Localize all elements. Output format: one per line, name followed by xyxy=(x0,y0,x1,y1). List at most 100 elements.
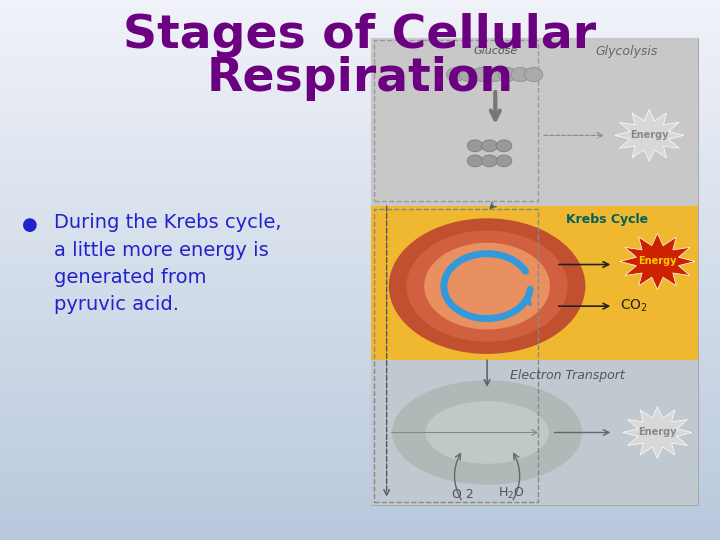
Bar xyxy=(0,481,720,483)
Text: Electron Transport: Electron Transport xyxy=(510,369,625,382)
Bar xyxy=(0,418,720,421)
Bar xyxy=(0,343,720,346)
Bar xyxy=(0,305,720,308)
Circle shape xyxy=(498,68,517,82)
Bar xyxy=(0,254,720,256)
Bar xyxy=(0,508,720,510)
Bar xyxy=(0,313,720,316)
Bar xyxy=(0,478,720,481)
Bar xyxy=(0,281,720,284)
Bar xyxy=(0,197,720,200)
Bar xyxy=(0,497,720,500)
Bar xyxy=(0,400,720,402)
Circle shape xyxy=(459,68,478,82)
Bar xyxy=(371,360,698,505)
Bar xyxy=(0,362,720,364)
Bar xyxy=(0,354,720,356)
Bar xyxy=(0,416,720,418)
Bar xyxy=(0,167,720,170)
Polygon shape xyxy=(615,110,684,161)
Bar xyxy=(0,116,720,119)
Bar xyxy=(0,211,720,213)
Bar xyxy=(0,262,720,265)
Bar xyxy=(0,316,720,319)
Bar xyxy=(0,329,720,332)
Bar xyxy=(0,119,720,122)
Bar xyxy=(0,38,720,40)
Bar xyxy=(0,111,720,113)
Circle shape xyxy=(482,155,498,167)
Bar xyxy=(0,308,720,310)
Bar xyxy=(0,157,720,159)
Bar xyxy=(0,35,720,38)
Bar xyxy=(0,454,720,456)
Ellipse shape xyxy=(389,218,585,354)
Bar xyxy=(0,381,720,383)
Text: H$_2$O: H$_2$O xyxy=(498,485,525,501)
Circle shape xyxy=(496,140,512,152)
Bar xyxy=(0,68,720,70)
Bar xyxy=(0,165,720,167)
Bar xyxy=(0,208,720,211)
Bar xyxy=(0,186,720,189)
Bar xyxy=(0,456,720,459)
Bar xyxy=(0,529,720,532)
Bar xyxy=(0,275,720,278)
Bar xyxy=(0,446,720,448)
Bar xyxy=(374,40,539,200)
Bar xyxy=(0,364,720,367)
Bar xyxy=(0,321,720,324)
Bar xyxy=(0,284,720,286)
Bar xyxy=(0,148,720,151)
Bar xyxy=(0,97,720,100)
Circle shape xyxy=(524,68,543,82)
Bar xyxy=(0,70,720,73)
Bar xyxy=(0,421,720,424)
Bar xyxy=(0,238,720,240)
Text: Krebs Cycle: Krebs Cycle xyxy=(566,213,648,226)
Bar xyxy=(0,502,720,505)
Bar xyxy=(0,521,720,524)
Bar xyxy=(0,375,720,378)
Bar xyxy=(0,359,720,362)
Bar xyxy=(0,159,720,162)
Text: During the Krebs cycle,
a little more energy is
generated from
pyruvic acid.: During the Krebs cycle, a little more en… xyxy=(54,213,282,314)
Bar xyxy=(0,235,720,238)
Bar xyxy=(0,483,720,486)
Bar xyxy=(0,89,720,92)
Bar xyxy=(0,383,720,386)
Ellipse shape xyxy=(424,242,550,329)
Bar xyxy=(0,248,720,251)
Bar xyxy=(0,100,720,103)
Bar xyxy=(0,435,720,437)
Bar xyxy=(0,464,720,467)
Bar xyxy=(0,332,720,335)
Bar xyxy=(0,392,720,394)
Bar xyxy=(0,151,720,154)
Bar xyxy=(0,14,720,16)
Bar xyxy=(0,389,720,392)
Bar xyxy=(0,57,720,59)
Circle shape xyxy=(496,155,512,167)
Bar xyxy=(0,224,720,227)
Circle shape xyxy=(446,68,465,82)
Bar xyxy=(0,122,720,124)
Bar xyxy=(0,327,720,329)
Bar xyxy=(0,297,720,300)
Bar xyxy=(0,219,720,221)
Bar xyxy=(0,524,720,526)
Bar xyxy=(0,467,720,470)
Bar xyxy=(0,59,720,62)
Bar xyxy=(0,310,720,313)
Bar xyxy=(0,351,720,354)
Bar xyxy=(0,16,720,19)
Bar xyxy=(0,176,720,178)
Bar xyxy=(0,154,720,157)
Bar xyxy=(0,43,720,46)
Bar xyxy=(0,462,720,464)
Bar xyxy=(0,410,720,413)
Bar xyxy=(0,459,720,462)
Circle shape xyxy=(482,140,498,152)
Bar xyxy=(0,273,720,275)
Bar xyxy=(0,394,720,397)
